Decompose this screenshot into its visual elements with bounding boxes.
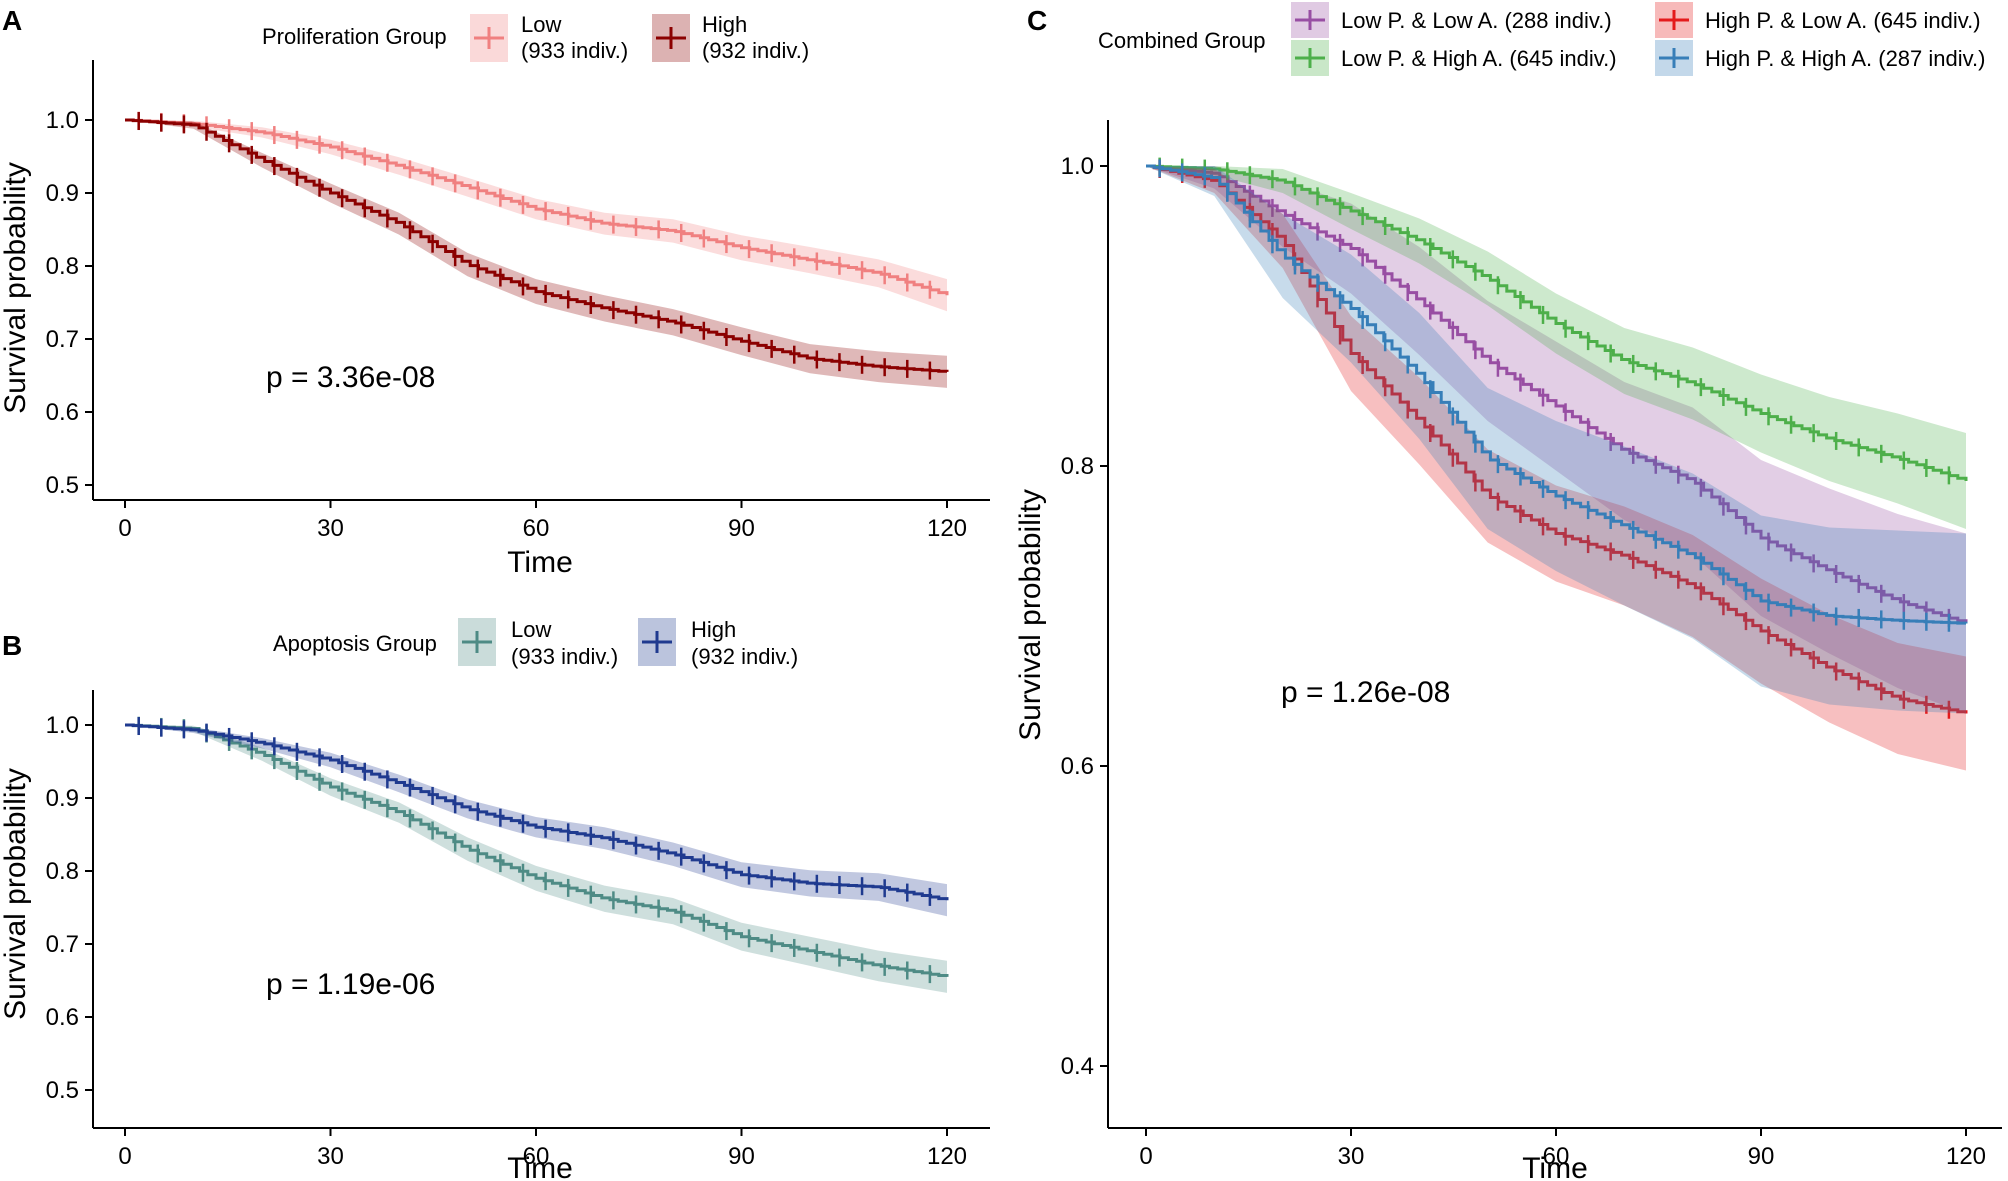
- legend-count-a-high: (932 indiv.): [702, 38, 809, 63]
- ci-band-a-high: [125, 120, 947, 388]
- km-curve-b-low: [125, 723, 949, 977]
- y-ticks-c: 0.4 0.6 0.8 1.0: [1061, 153, 1108, 1080]
- legend-b: Low (933 indiv.) High (932 indiv.): [458, 617, 798, 669]
- y-tick-label-a: 0.7: [46, 326, 79, 353]
- x-ticks-b: 0 30 60 90 120: [118, 1128, 967, 1170]
- y-ticks-b: 0.5 0.6 0.7 0.8 0.9 1.0: [46, 712, 93, 1104]
- y-tick-label-c: 1.0: [1061, 153, 1094, 180]
- p-value-b: p = 1.19e-06: [266, 968, 435, 1001]
- x-tick-label-b: 60: [523, 1143, 550, 1170]
- panel-letter-a: A: [2, 5, 22, 36]
- censor-marks-b-high: [137, 717, 932, 906]
- x-tick-label-a: 90: [728, 515, 755, 542]
- legend-c: Low P. & Low A. (288 indiv.) Low P. & Hi…: [1291, 2, 1985, 76]
- ci-band-c-highlow: [1146, 166, 1966, 771]
- x-tick-label-a: 60: [523, 515, 550, 542]
- y-ticks-a: 0.5 0.6 0.7 0.8 0.9 1.0: [46, 107, 93, 499]
- ci-band-c-lowhigh: [1146, 166, 1966, 529]
- y-axis-title-b: Survival probability: [0, 768, 32, 1020]
- x-tick-label-a: 120: [927, 515, 967, 542]
- km-curve-c-lowhigh: [1146, 164, 1968, 481]
- plot-area-b: [125, 716, 949, 993]
- x-tick-label-a: 0: [118, 515, 131, 542]
- legend-title-b: Apoptosis Group: [273, 631, 437, 656]
- plot-area-a: [125, 111, 949, 388]
- legend-title-c: Combined Group: [1098, 28, 1266, 53]
- legend-label-a-low: Low: [521, 12, 561, 37]
- y-tick-label-a: 0.9: [46, 180, 79, 207]
- x-tick-label-b: 90: [728, 1143, 755, 1170]
- censor-marks-c-highhigh: [1158, 159, 1951, 632]
- ci-band-b-high: [125, 725, 947, 917]
- y-tick-label-b: 0.5: [46, 1077, 79, 1104]
- y-tick-label-c: 0.4: [1061, 1053, 1094, 1080]
- censor-marks-c-lowlow: [1158, 158, 1951, 627]
- legend-label-b-high: High: [691, 617, 736, 642]
- ci-band-a-low: [125, 120, 947, 312]
- censor-marks-a-high: [137, 112, 932, 380]
- x-ticks-a: 0 30 60 90 120: [118, 500, 967, 542]
- legend-label-c-highhigh: High P. & High A. (287 indiv.): [1705, 46, 1985, 71]
- legend-count-b-high: (932 indiv.): [691, 644, 798, 669]
- x-tick-label-c: 120: [1946, 1143, 1986, 1170]
- y-tick-label-a: 0.5: [46, 472, 79, 499]
- x-tick-label-b: 120: [927, 1143, 967, 1170]
- panel-letter-b: B: [2, 630, 22, 661]
- km-curve-a-high: [125, 118, 949, 373]
- legend-count-b-low: (933 indiv.): [511, 644, 618, 669]
- panel-c: C Combined Group Low P. & Low A. (288 in…: [1014, 2, 2002, 1181]
- y-tick-label-b: 0.7: [46, 931, 79, 958]
- y-tick-label-c: 0.6: [1061, 753, 1094, 780]
- panel-letter-c: C: [1027, 5, 1047, 36]
- ci-band-b-low: [125, 725, 947, 993]
- y-tick-label-b: 0.8: [46, 858, 79, 885]
- legend-count-a-low: (933 indiv.): [521, 38, 628, 63]
- km-curve-c-lowlow: [1146, 164, 1968, 624]
- x-tick-label-c: 0: [1139, 1143, 1152, 1170]
- x-axis-title-c: Time: [1522, 1152, 1588, 1181]
- y-tick-label-a: 1.0: [46, 107, 79, 134]
- x-tick-label-a: 30: [317, 515, 344, 542]
- legend-a: Low (933 indiv.) High (932 indiv.): [470, 12, 809, 63]
- x-tick-label-b: 0: [118, 1143, 131, 1170]
- legend-title-a: Proliferation Group: [262, 24, 447, 49]
- y-tick-label-b: 1.0: [46, 712, 79, 739]
- y-axis-title-c: Survival probability: [1014, 489, 1047, 741]
- km-curve-c-highlow: [1146, 164, 1968, 714]
- p-value-c: p = 1.26e-08: [1281, 676, 1450, 709]
- x-tick-label-c: 60: [1543, 1143, 1570, 1170]
- km-curve-a-low: [125, 118, 949, 296]
- x-axis-title-b: Time: [507, 1152, 573, 1181]
- legend-label-c-lowlow: Low P. & Low A. (288 indiv.): [1341, 8, 1612, 33]
- y-axis-title-a: Survival probability: [0, 162, 32, 414]
- plot-area-c: [1146, 157, 1968, 771]
- x-tick-label-b: 30: [317, 1143, 344, 1170]
- y-tick-label-c: 0.8: [1061, 453, 1094, 480]
- legend-label-c-lowhigh: Low P. & High A. (645 indiv.): [1341, 46, 1617, 71]
- censor-marks-b-low: [137, 716, 932, 984]
- x-axis-title-a: Time: [507, 546, 573, 579]
- legend-label-b-low: Low: [511, 617, 551, 642]
- x-tick-label-c: 90: [1748, 1143, 1775, 1170]
- km-curve-c-highhigh: [1146, 164, 1968, 625]
- y-tick-label-b: 0.6: [46, 1004, 79, 1031]
- panel-a: A Proliferation Group Low (933 indiv.) H…: [0, 5, 990, 579]
- panel-b: B Apoptosis Group Low (933 indiv.) High …: [0, 617, 990, 1181]
- legend-label-a-high: High: [702, 12, 747, 37]
- x-tick-label-c: 30: [1338, 1143, 1365, 1170]
- x-ticks-c: 0 30 60 90 120: [1139, 1128, 1986, 1170]
- ci-band-c-lowlow: [1146, 166, 1966, 714]
- y-tick-label-b: 0.9: [46, 785, 79, 812]
- y-tick-label-a: 0.6: [46, 399, 79, 426]
- p-value-a: p = 3.36e-08: [266, 361, 435, 394]
- legend-label-c-highlow: High P. & Low A. (645 indiv.): [1705, 8, 1981, 33]
- y-tick-label-a: 0.8: [46, 253, 79, 280]
- km-curve-b-high: [125, 723, 949, 901]
